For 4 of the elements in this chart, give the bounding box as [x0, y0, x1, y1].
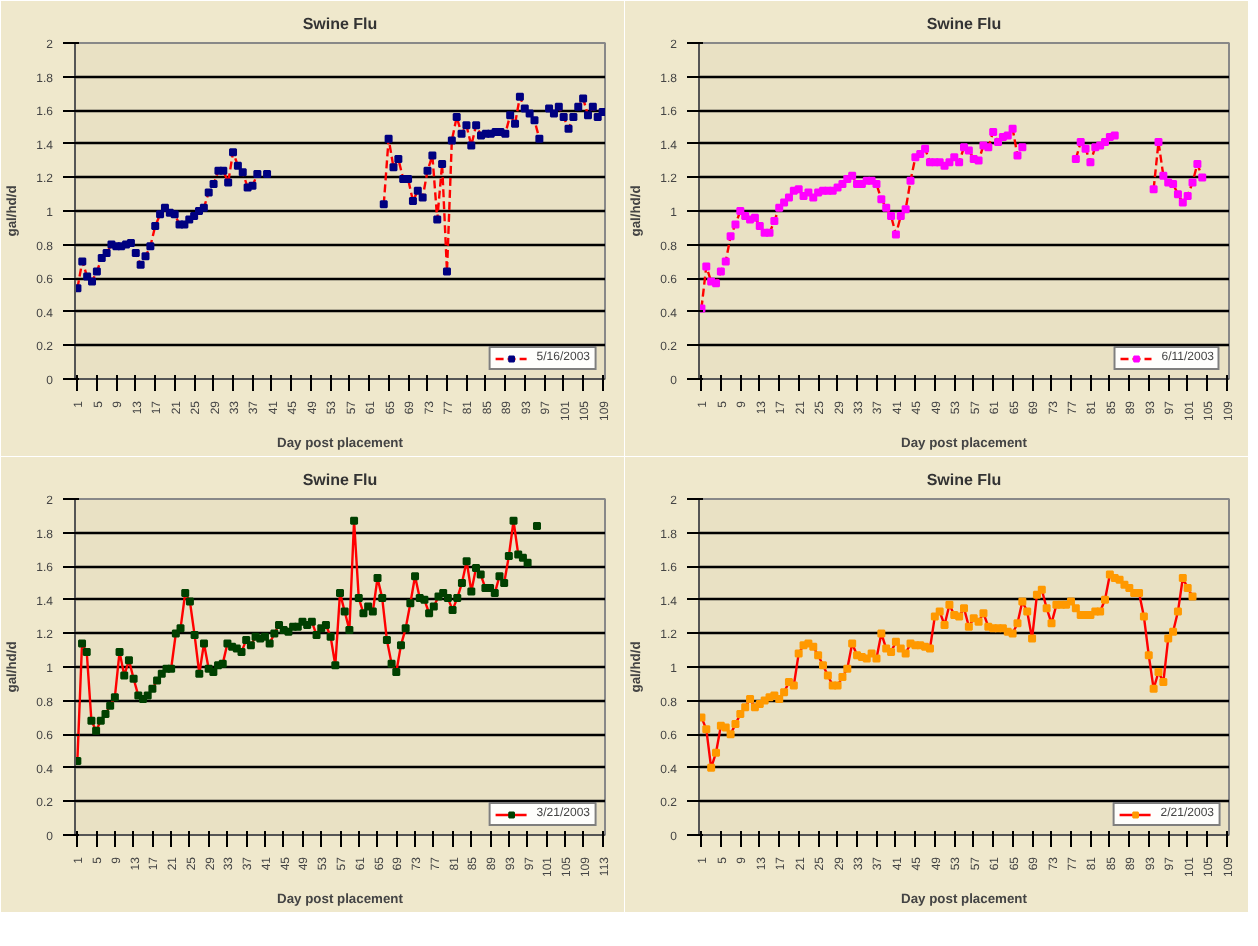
- chart-title: Swine Flu: [302, 471, 378, 489]
- chart-title: Swine Flu: [926, 471, 1002, 489]
- chart-title: Swine Flu: [926, 15, 1002, 33]
- chart-title: Swine Flu: [302, 15, 378, 33]
